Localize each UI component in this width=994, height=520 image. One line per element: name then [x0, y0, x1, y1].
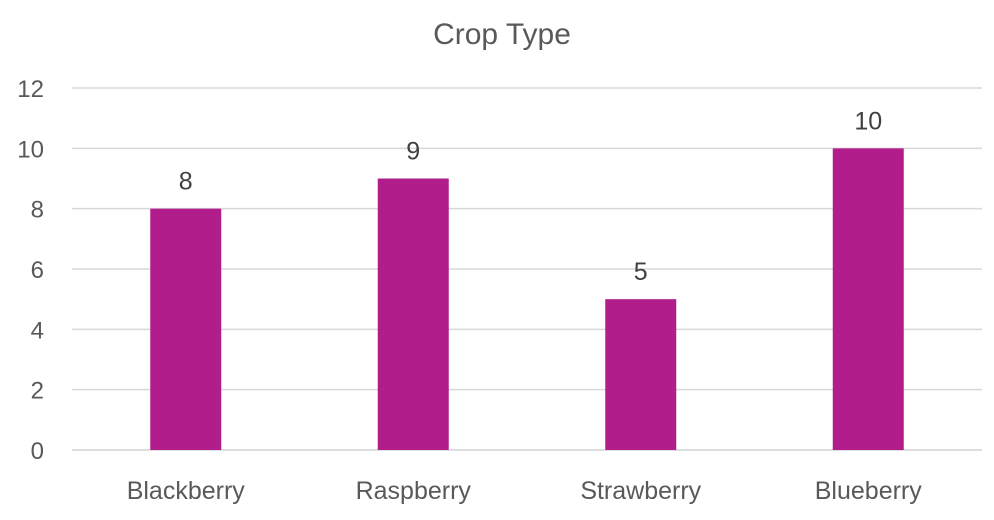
category-label: Strawberry	[580, 477, 701, 505]
bar-blackberry	[150, 208, 222, 450]
data-label: 5	[634, 258, 648, 286]
data-label: 10	[854, 107, 882, 135]
y-tick-label: 8	[31, 197, 44, 224]
x-axis-category-labels: Blackberry Raspberry Strawberry Blueberry	[127, 477, 923, 505]
y-tick-label: 0	[31, 438, 44, 465]
bars	[150, 148, 904, 451]
y-tick-label: 6	[31, 257, 44, 284]
data-label: 8	[179, 168, 193, 196]
category-label: Raspberry	[356, 477, 472, 505]
category-label: Blackberry	[127, 477, 246, 505]
y-tick-label: 10	[17, 136, 44, 163]
category-label: Blueberry	[815, 477, 922, 505]
bar-blueberry	[832, 148, 904, 451]
bar-raspberry	[377, 178, 449, 450]
y-tick-label: 4	[31, 317, 44, 344]
data-label: 9	[406, 138, 420, 166]
y-axis-tick-labels: 0 2 4 6 8 10 12	[17, 76, 44, 465]
gridlines	[72, 87, 982, 451]
y-tick-label: 2	[31, 378, 44, 405]
y-tick-label: 12	[17, 76, 44, 103]
data-labels: 8 9 5 10	[179, 107, 882, 286]
chart-title: Crop Type	[433, 18, 571, 51]
bar-strawberry	[605, 299, 677, 450]
